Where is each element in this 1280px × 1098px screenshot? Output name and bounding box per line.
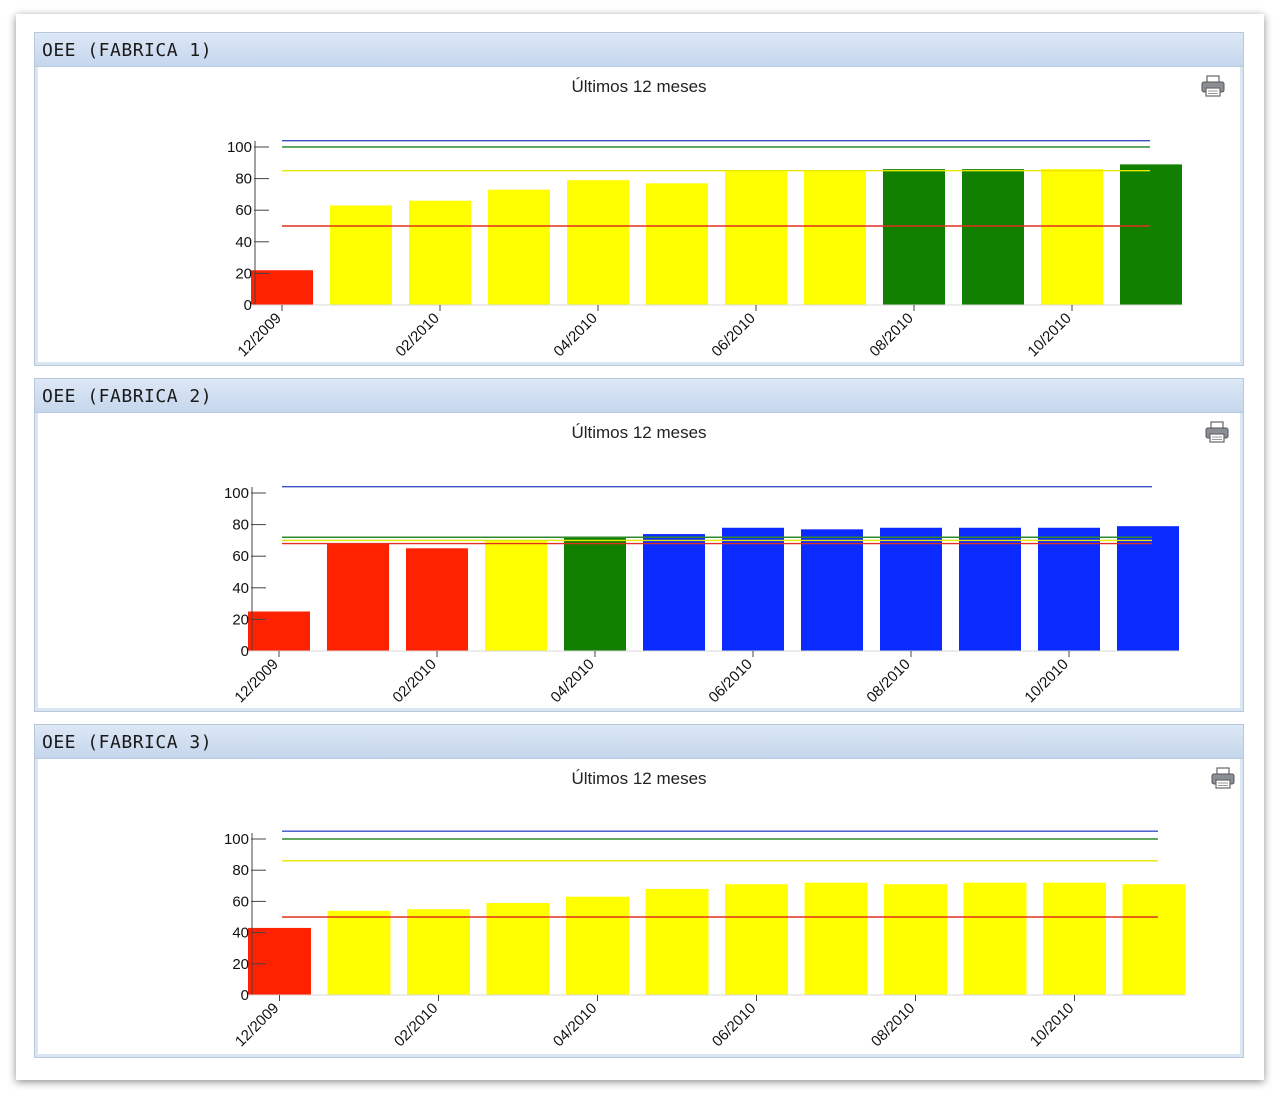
y-tick-label: 80	[232, 517, 249, 534]
bar-03-2010	[485, 540, 547, 651]
bar-09-2010	[959, 527, 1021, 651]
panel-header: OEE (FABRICA 2)	[35, 379, 1243, 413]
y-tick-label: 0	[241, 643, 249, 660]
panel-fabrica-1: OEE (FABRICA 1) Últimos 12 meses 0 20 40 60…	[34, 32, 1244, 366]
y-tick-label: 100	[224, 485, 249, 502]
bar-05-2010	[643, 534, 705, 651]
x-tick-label: 02/2010	[391, 1000, 441, 1050]
x-tick-label: 10/2010	[1021, 656, 1071, 706]
x-tick-label: 08/2010	[866, 310, 916, 360]
bar-11-2010	[1117, 526, 1179, 651]
panel-title: OEE (FABRICA 3)	[42, 732, 213, 753]
x-tick-label: 12/2009	[231, 656, 281, 706]
printer-icon[interactable]	[1200, 74, 1226, 98]
chart-subtitle: Últimos 12 meses	[571, 769, 707, 788]
bar-02-2010	[407, 909, 470, 995]
bar-10-2010	[1038, 527, 1100, 651]
bar-11-2010	[1122, 884, 1186, 995]
chart-subtitle: Últimos 12 meses	[571, 423, 707, 442]
x-tick-label: 02/2010	[392, 310, 442, 360]
bar-04-2010	[566, 896, 629, 995]
printer-icon[interactable]	[1204, 420, 1230, 444]
printer-icon[interactable]	[1210, 766, 1236, 790]
y-tick-label: 20	[232, 956, 249, 973]
x-tick-label: 12/2009	[232, 1000, 282, 1050]
bar-10-2010	[1043, 882, 1106, 995]
bar-chart-fabrica-1: 0 20 40 60 80 100 12/2009 02/2010 04/2010 06/2010…	[227, 139, 1182, 360]
bar-08-2010	[883, 169, 945, 305]
bar-01-2010	[330, 205, 392, 305]
bar-12-2009	[251, 270, 313, 305]
y-tick-label: 40	[232, 925, 249, 942]
x-tick-label: 04/2010	[550, 1000, 600, 1050]
bar-09-2010	[963, 882, 1027, 995]
x-tick-label: 04/2010	[550, 310, 600, 360]
y-tick-label: 80	[235, 171, 252, 188]
bar-07-2010	[801, 529, 863, 651]
panel-header: OEE (FABRICA 3)	[35, 725, 1243, 759]
y-tick-label: 60	[235, 202, 252, 219]
bar-05-2010	[646, 183, 708, 305]
bar-11-2010	[1120, 164, 1182, 305]
x-tick-label: 10/2010	[1027, 1000, 1077, 1050]
x-tick-label: 06/2010	[708, 310, 758, 360]
panel-fabrica-3: OEE (FABRICA 3) Últimos 12 meses 0 20 40 60…	[34, 724, 1244, 1058]
bar-04-2010	[567, 180, 629, 305]
y-tick-label: 60	[232, 893, 249, 910]
x-tick-label: 02/2010	[389, 656, 439, 706]
y-tick-label: 0	[244, 297, 252, 314]
panel-title: OEE (FABRICA 2)	[42, 386, 213, 407]
bar-chart-fabrica-3: 0 20 40 60 80 100 12/2009 02/2010 04/2010 06/2010…	[224, 830, 1186, 1050]
bar-07-2010	[804, 170, 866, 305]
x-tick-label: 04/2010	[547, 656, 597, 706]
x-tick-label: 10/2010	[1024, 310, 1074, 360]
bar-08-2010	[880, 527, 942, 651]
panel-title: OEE (FABRICA 1)	[42, 40, 213, 61]
chart-area: Últimos 12 meses 0 20 40 60 80 100 12/2009 02/2…	[38, 67, 1240, 362]
chart-subtitle: Últimos 12 meses	[571, 77, 707, 96]
x-tick-label: 08/2010	[863, 656, 913, 706]
y-tick-label: 100	[227, 139, 252, 156]
y-tick-label: 20	[235, 265, 252, 282]
bar-08-2010	[884, 884, 947, 995]
bar-06-2010	[725, 884, 788, 995]
bar-03-2010	[486, 902, 550, 995]
bar-03-2010	[488, 189, 550, 305]
y-tick-label: 0	[241, 987, 249, 1004]
chart-area: Últimos 12 meses 0 20 40 60 80 100 12/2009 02/2…	[38, 413, 1240, 708]
bar-07-2010	[804, 882, 868, 995]
bar-06-2010	[725, 170, 787, 305]
bar-12-2009	[248, 927, 311, 995]
bar-02-2010	[409, 200, 471, 305]
y-tick-label: 60	[232, 548, 249, 565]
panel-fabrica-2: OEE (FABRICA 2) Últimos 12 meses 0 20 40 60…	[34, 378, 1244, 712]
y-tick-label: 80	[232, 862, 249, 879]
bar-10-2010	[1041, 169, 1103, 305]
bar-09-2010	[962, 169, 1024, 305]
x-tick-label: 12/2009	[234, 310, 284, 360]
y-tick-label: 40	[235, 234, 252, 251]
bar-05-2010	[645, 888, 709, 995]
bar-06-2010	[722, 527, 784, 651]
bar-01-2010	[327, 543, 389, 651]
bar-02-2010	[406, 548, 468, 651]
y-tick-label: 40	[232, 580, 249, 597]
x-tick-label: 06/2010	[709, 1000, 759, 1050]
bar-04-2010	[564, 537, 626, 651]
y-tick-label: 20	[232, 611, 249, 628]
y-tick-label: 100	[224, 831, 249, 848]
bar-01-2010	[327, 910, 391, 995]
x-tick-label: 08/2010	[868, 1000, 918, 1050]
bar-chart-fabrica-2: 0 20 40 60 80 100 12/2009 02/2010 04/2010 06/2010…	[224, 485, 1179, 706]
panel-header: OEE (FABRICA 1)	[35, 33, 1243, 67]
x-tick-label: 06/2010	[705, 656, 755, 706]
chart-area: Últimos 12 meses 0 20 40 60 80 100 12/2009 02/2…	[38, 759, 1240, 1054]
bar-12-2009	[248, 611, 310, 651]
